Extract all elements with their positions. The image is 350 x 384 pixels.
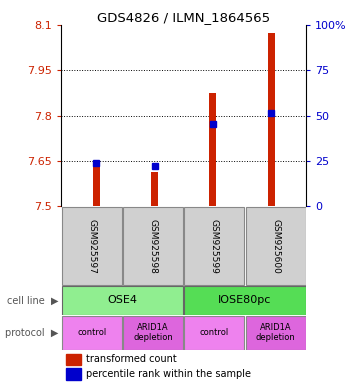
- Text: protocol  ▶: protocol ▶: [5, 328, 58, 338]
- FancyBboxPatch shape: [184, 316, 244, 350]
- Text: GSM925599: GSM925599: [210, 218, 219, 273]
- Text: control: control: [77, 328, 106, 337]
- Text: GSM925598: GSM925598: [149, 218, 158, 273]
- Bar: [268, 33, 275, 206]
- FancyBboxPatch shape: [184, 207, 244, 285]
- FancyBboxPatch shape: [246, 207, 306, 285]
- FancyBboxPatch shape: [246, 316, 306, 350]
- Text: ARID1A
depletion: ARID1A depletion: [133, 323, 173, 343]
- Text: ARID1A
depletion: ARID1A depletion: [256, 323, 295, 343]
- Text: GSM925600: GSM925600: [271, 218, 280, 273]
- Text: percentile rank within the sample: percentile rank within the sample: [86, 369, 251, 379]
- Bar: [66, 368, 81, 379]
- Text: OSE4: OSE4: [107, 295, 138, 305]
- Bar: [93, 166, 100, 206]
- Bar: [151, 172, 158, 206]
- FancyBboxPatch shape: [184, 286, 306, 314]
- Text: transformed count: transformed count: [86, 354, 176, 364]
- FancyBboxPatch shape: [123, 316, 183, 350]
- FancyBboxPatch shape: [123, 207, 183, 285]
- FancyBboxPatch shape: [62, 207, 122, 285]
- Bar: [66, 354, 81, 365]
- Bar: [209, 93, 216, 206]
- FancyBboxPatch shape: [62, 316, 122, 350]
- Text: GSM925597: GSM925597: [88, 218, 96, 273]
- Text: IOSE80pc: IOSE80pc: [218, 295, 272, 305]
- FancyBboxPatch shape: [62, 286, 183, 314]
- Title: GDS4826 / ILMN_1864565: GDS4826 / ILMN_1864565: [97, 11, 270, 24]
- Text: control: control: [200, 328, 229, 337]
- Text: cell line  ▶: cell line ▶: [7, 295, 58, 305]
